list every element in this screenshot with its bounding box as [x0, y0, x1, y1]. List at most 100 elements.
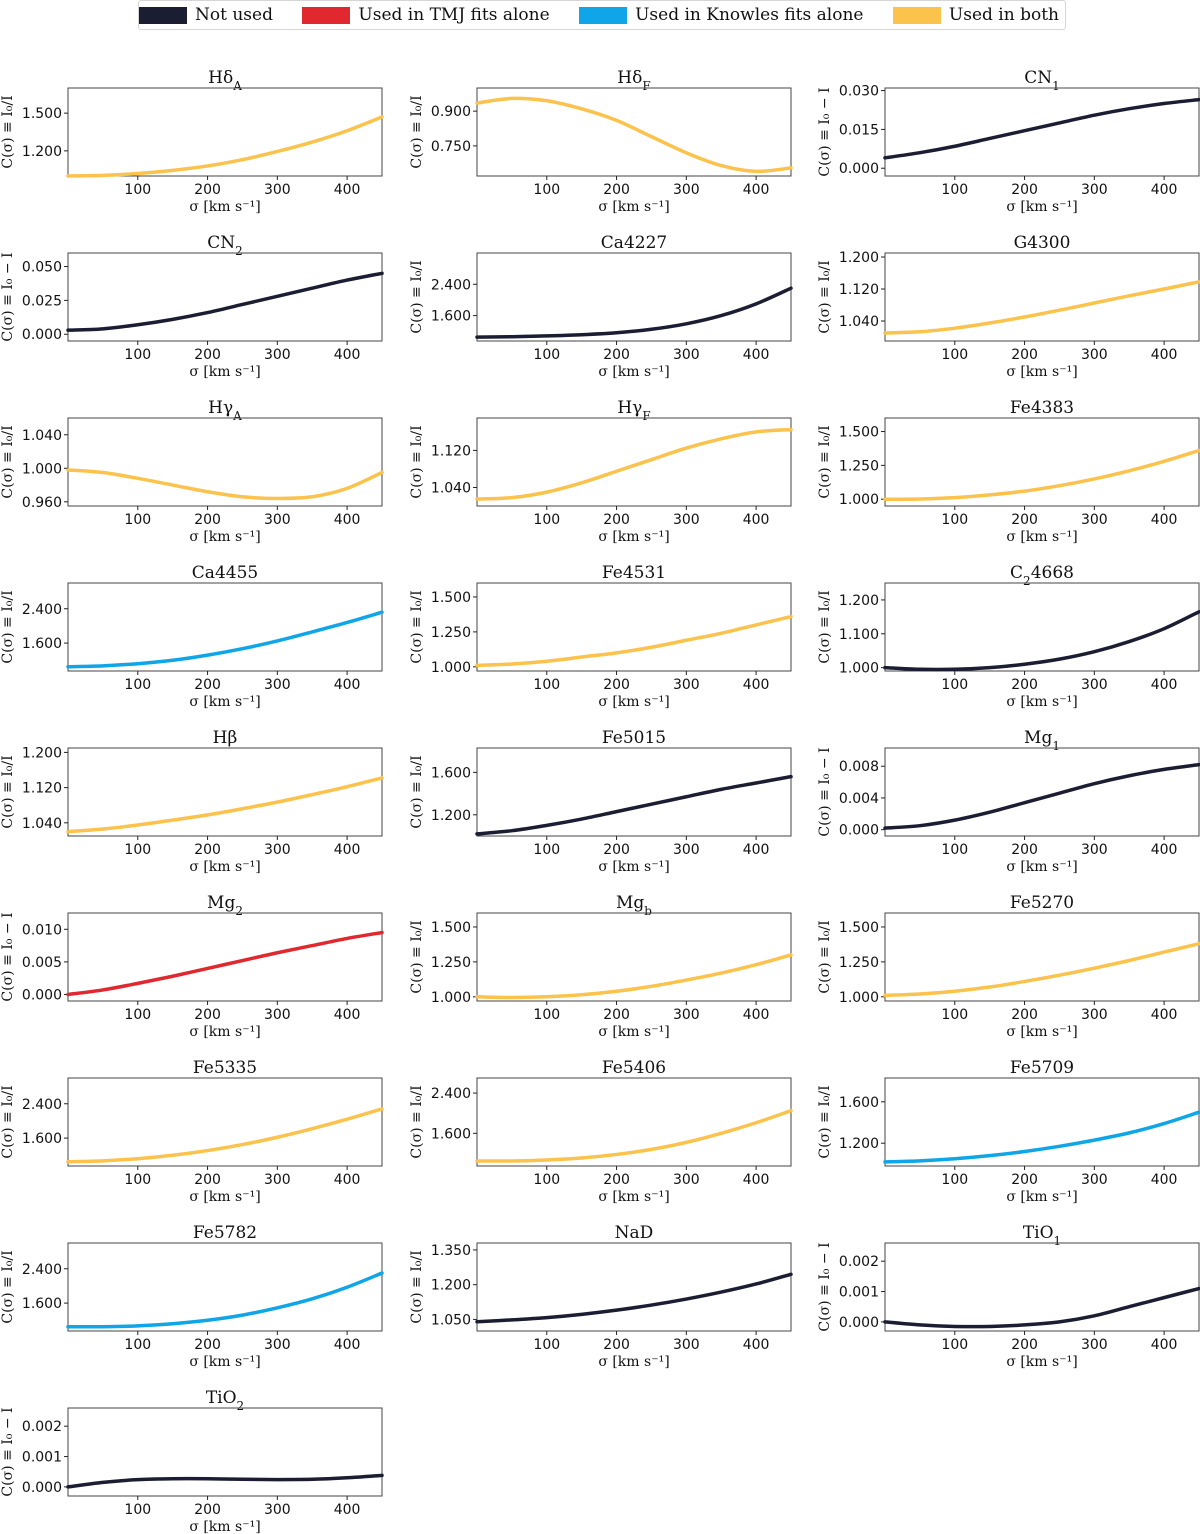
subplot-fe5709: Fe5709 100 200 300 400 σ [km s⁻¹] 1.200 1.600 C(…: [817, 1058, 1200, 1205]
axes-frame: [476, 747, 792, 837]
x-tick-label: 200: [194, 1337, 221, 1353]
subplot-title-main: G4300: [1014, 233, 1071, 253]
subplot-mg2: Mg2 100 200 300 400 σ [km s⁻¹] 0.000 0.005 0.010…: [0, 893, 384, 1040]
x-axis-label: σ [km s⁻¹]: [189, 1354, 260, 1370]
legend-swatch-not-used: [139, 6, 187, 24]
x-tick-label: 100: [533, 1337, 560, 1353]
legend-swatch-tmj: [302, 6, 351, 24]
x-tick-label: 100: [941, 842, 968, 858]
y-axis-label: C(σ) ≡ I₀/I: [409, 590, 425, 663]
axes-frame: [476, 87, 792, 177]
subplot-title-sub: 1: [1052, 79, 1060, 93]
series-line: [66, 610, 384, 669]
axes-frame: [67, 87, 383, 177]
subplot-tio1: TiO1 100 200 300 400 σ [km s⁻¹] 0.000 0.001 0.00…: [817, 1223, 1200, 1370]
y-axis-label: C(σ) ≡ I₀/I: [0, 425, 16, 498]
axes-frame: [67, 1077, 383, 1167]
subplot-hδa: HδA 100 200 300 400 σ [km s⁻¹] 1.200 1.500 C(σ) …: [0, 68, 384, 215]
x-tick-label: 200: [194, 512, 221, 528]
y-axis-label: C(σ) ≡ I₀/I: [409, 1085, 425, 1158]
y-tick-label: 1.120: [839, 282, 879, 298]
y-tick-label: 1.500: [431, 920, 471, 936]
subplot-g4300: G4300 100 200 300 400 σ [km s⁻¹] 1.040 1.120 1.2…: [817, 233, 1200, 380]
axes-frame: [476, 582, 792, 672]
subplot-title: NaD: [615, 1223, 654, 1243]
x-axis-label: σ [km s⁻¹]: [189, 1519, 260, 1534]
x-tick-label: 100: [941, 677, 968, 693]
x-tick-label: 300: [264, 842, 291, 858]
series-line: [883, 1286, 1200, 1329]
legend-swatch-knowles: [579, 6, 628, 24]
subplot-title-main: Hδ: [617, 68, 642, 88]
axes-frame: [884, 582, 1200, 672]
x-tick-label: 200: [603, 1172, 630, 1188]
x-axis-label: σ [km s⁻¹]: [1006, 1024, 1077, 1040]
subplot-title-sub: 2: [235, 244, 243, 258]
subplot-fe4383: Fe4383 100 200 300 400 σ [km s⁻¹] 1.000 1.250 1.…: [817, 398, 1200, 545]
x-axis-label: σ [km s⁻¹]: [1006, 1189, 1077, 1205]
subplot-title-main: C: [1010, 563, 1023, 583]
x-tick-label: 100: [124, 512, 151, 528]
x-tick-label: 200: [1011, 182, 1038, 198]
x-tick-label: 300: [1081, 677, 1108, 693]
x-axis-label: σ [km s⁻¹]: [189, 199, 260, 215]
y-tick-label: 1.000: [839, 492, 879, 508]
x-tick-label: 100: [941, 1007, 968, 1023]
subplot-title: Mg1: [1024, 728, 1060, 753]
y-tick-label: 1.120: [431, 443, 471, 459]
subplot-title-sub: A: [232, 409, 242, 423]
x-axis-label: σ [km s⁻¹]: [1006, 859, 1077, 875]
y-axis-label: C(σ) ≡ I₀/I: [409, 95, 425, 168]
y-tick-label: 1.500: [22, 106, 62, 122]
legend-item-not-used: Not used: [139, 5, 273, 25]
subplot-title-sub: F: [642, 79, 650, 93]
x-tick-label: 100: [533, 1172, 560, 1188]
subplot-title: HδF: [617, 68, 650, 93]
y-axis-label: C(σ) ≡ I₀/I: [817, 425, 833, 498]
y-tick-label: 2.400: [431, 277, 471, 293]
subplot-title-main: Mg: [616, 893, 644, 913]
y-tick-label: 1.000: [22, 461, 62, 477]
y-tick-label: 1.050: [431, 1312, 471, 1328]
x-tick-label: 300: [264, 1172, 291, 1188]
subplot-title-sub: 2: [237, 1399, 245, 1413]
subplot-ca4455: Ca4455 100 200 300 400 σ [km s⁻¹] 1.600 2.400 C(…: [0, 563, 384, 710]
subplot-title: HγF: [617, 398, 650, 423]
series-line: [66, 1271, 384, 1329]
subplot-title-sub: F: [642, 409, 650, 423]
legend-label-both: Used in both: [948, 5, 1059, 25]
axes-frame: [476, 252, 792, 342]
legend-label-knowles: Used in Knowles fits alone: [635, 5, 864, 25]
y-tick-label: 0.001: [22, 1450, 62, 1466]
y-tick-label: 2.400: [22, 1262, 62, 1278]
x-tick-label: 100: [533, 1007, 560, 1023]
x-tick-label: 100: [533, 512, 560, 528]
y-tick-label: 1.040: [22, 428, 62, 444]
y-tick-label: 1.100: [839, 627, 879, 643]
axes-frame: [884, 417, 1200, 507]
x-axis-label: σ [km s⁻¹]: [1006, 529, 1077, 545]
x-tick-label: 400: [1151, 1337, 1178, 1353]
x-tick-label: 100: [124, 1172, 151, 1188]
y-tick-label: 0.000: [839, 823, 879, 839]
subplot-ca4227: Ca4227 100 200 300 400 σ [km s⁻¹] 1.600 2.400 C(…: [409, 233, 793, 380]
subplot-title: TiO1: [1023, 1223, 1061, 1248]
series-line: [475, 774, 793, 836]
y-tick-label: 0.015: [839, 122, 879, 138]
x-axis-label: σ [km s⁻¹]: [598, 1189, 669, 1205]
x-tick-label: 200: [194, 842, 221, 858]
x-axis-label: σ [km s⁻¹]: [598, 694, 669, 710]
subplot-title: Fe5406: [602, 1058, 666, 1078]
subplot-title-main: Hβ: [213, 728, 238, 748]
x-tick-label: 300: [673, 182, 700, 198]
y-tick-label: 2.400: [431, 1086, 471, 1102]
x-tick-label: 400: [1151, 1172, 1178, 1188]
legend-item-knowles: Used in Knowles fits alone: [579, 5, 863, 25]
x-axis-label: σ [km s⁻¹]: [1006, 364, 1077, 380]
subplot-title-sub: 2: [1023, 574, 1031, 588]
x-tick-label: 400: [743, 677, 770, 693]
x-tick-label: 100: [124, 347, 151, 363]
y-tick-label: 0.010: [22, 922, 62, 938]
subplot-hβ: Hβ 100 200 300 400 σ [km s⁻¹] 1.040 1.120 1.200 C…: [0, 728, 384, 875]
subplot-title-main: TiO: [206, 1388, 237, 1408]
